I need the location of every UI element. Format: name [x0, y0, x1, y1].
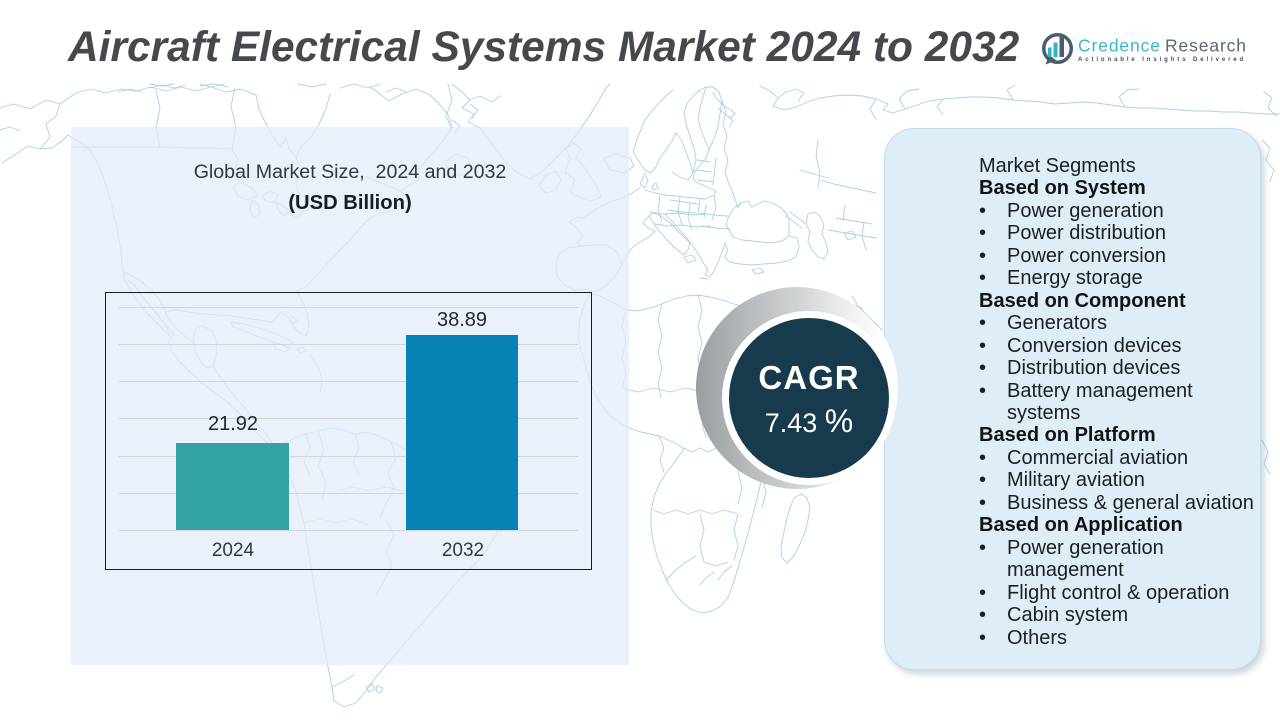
- svg-text:Research: Research: [1165, 36, 1246, 56]
- svg-text:Credence: Credence: [1078, 36, 1160, 56]
- svg-text:Actionable Insights Delivered: Actionable Insights Delivered: [1078, 57, 1246, 63]
